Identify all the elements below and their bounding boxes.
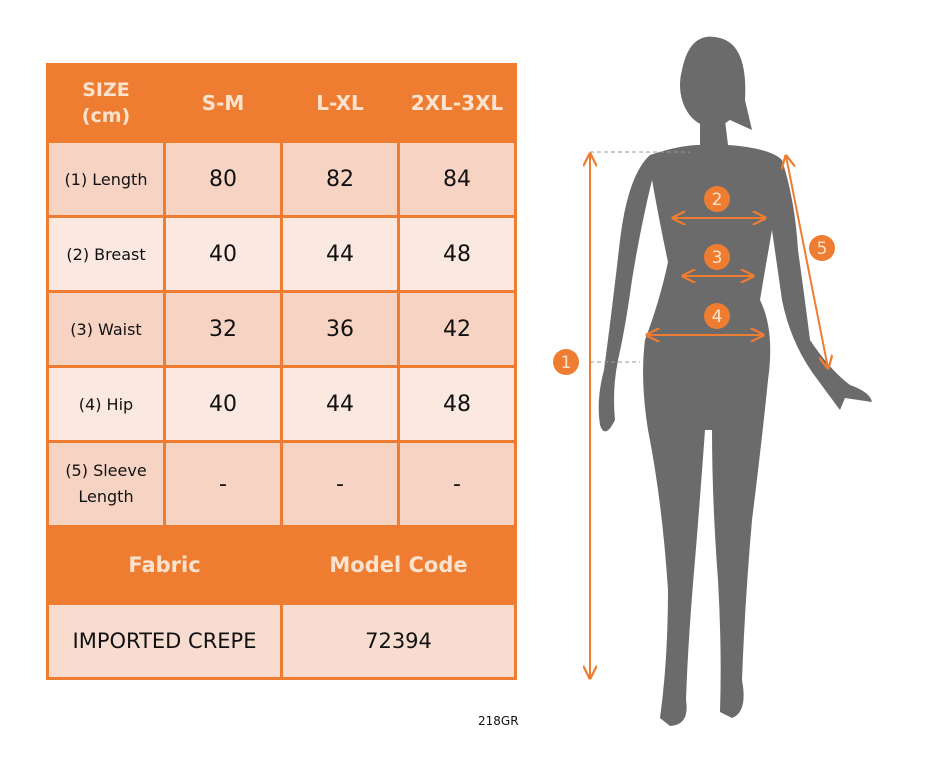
size-header: SIZE (cm) xyxy=(46,63,166,143)
row-label: (5) Sleeve Length xyxy=(46,440,166,528)
product-code: 218GR xyxy=(478,714,519,728)
table-row: (5) Sleeve Length - - - xyxy=(46,440,517,528)
row-label-line: (5) Sleeve xyxy=(65,461,147,480)
marker-1-icon xyxy=(553,349,579,375)
cell: - xyxy=(280,440,400,528)
model-code-header: Model Code xyxy=(280,525,517,605)
row-label: (4) Hip xyxy=(46,365,166,443)
size-label: SIZE xyxy=(82,79,130,101)
row-label-line: Length xyxy=(78,487,134,506)
fabric-value: IMPORTED CREPE xyxy=(46,602,283,680)
cell: 82 xyxy=(280,140,400,218)
cell: 32 xyxy=(163,290,283,368)
col-header: S-M xyxy=(163,63,283,143)
fabric-header: Fabric xyxy=(46,525,283,605)
cell: - xyxy=(397,440,517,528)
marker-label: 1 xyxy=(561,353,572,373)
cell: 48 xyxy=(397,365,517,443)
col-header: L-XL xyxy=(280,63,400,143)
table-row: (3) Waist 32 36 42 xyxy=(46,290,517,368)
model-code-value: 72394 xyxy=(280,602,517,680)
marker-label: 5 xyxy=(817,239,828,259)
marker-2-icon xyxy=(704,186,730,212)
cell: 42 xyxy=(397,290,517,368)
cell: 48 xyxy=(397,215,517,293)
fabric-value-row: IMPORTED CREPE 72394 xyxy=(46,602,517,680)
cell: - xyxy=(163,440,283,528)
woman-silhouette xyxy=(598,36,872,726)
table-row: (2) Breast 40 44 48 xyxy=(46,215,517,293)
measurement-markers: 1 2 3 4 5 xyxy=(553,186,835,375)
unit-label: (cm) xyxy=(81,105,131,127)
row-label: (2) Breast xyxy=(46,215,166,293)
measurement-guides xyxy=(590,151,828,678)
marker-4-icon xyxy=(704,303,730,329)
header-row: SIZE (cm) S-M L-XL 2XL-3XL xyxy=(46,63,517,143)
table-row: (4) Hip 40 44 48 xyxy=(46,365,517,443)
cell: 40 xyxy=(163,215,283,293)
marker-label: 3 xyxy=(712,248,723,268)
cell: 84 xyxy=(397,140,517,218)
marker-label: 4 xyxy=(712,307,723,327)
cell: 40 xyxy=(163,365,283,443)
cell: 44 xyxy=(280,365,400,443)
cell: 44 xyxy=(280,215,400,293)
fabric-header-row: Fabric Model Code xyxy=(46,525,517,605)
marker-3-icon xyxy=(704,244,730,270)
row-label: (3) Waist xyxy=(46,290,166,368)
table-row: (1) Length 80 82 84 xyxy=(46,140,517,218)
marker-label: 2 xyxy=(712,190,723,210)
cell: 36 xyxy=(280,290,400,368)
marker-5-icon xyxy=(809,235,835,261)
cell: 80 xyxy=(163,140,283,218)
row-label: (1) Length xyxy=(46,140,166,218)
col-header: 2XL-3XL xyxy=(397,63,517,143)
size-chart-table: SIZE (cm) S-M L-XL 2XL-3XL (1) Length 80 … xyxy=(46,63,517,680)
sleeve-arrow xyxy=(786,156,828,368)
